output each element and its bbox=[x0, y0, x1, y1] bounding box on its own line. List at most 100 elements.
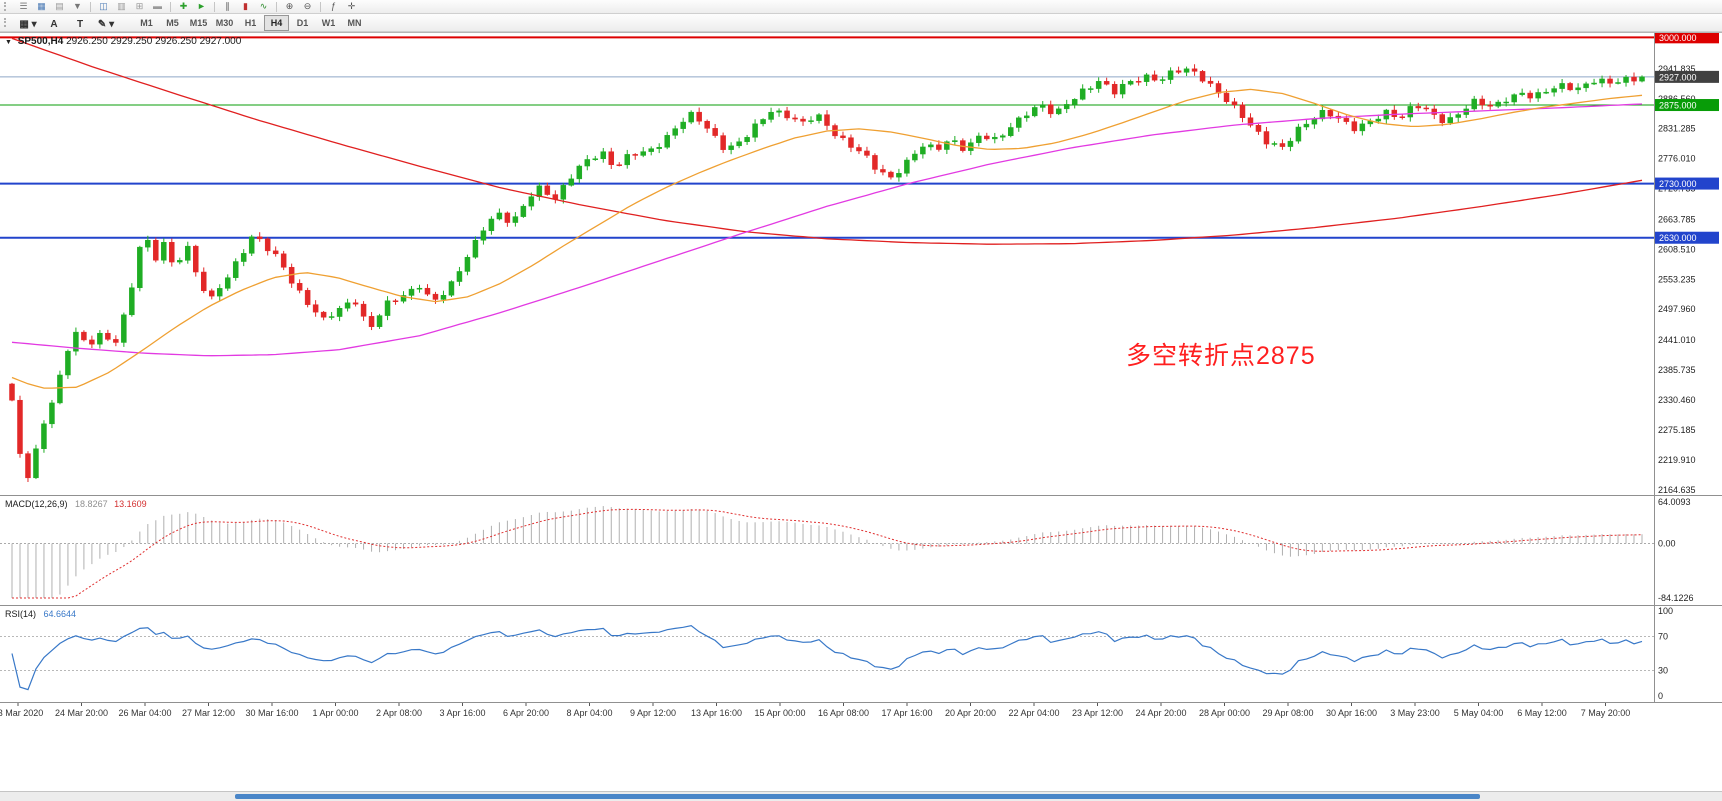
date-axis-label: 5 May 04:00 bbox=[1454, 708, 1504, 718]
price-axis-tick: 2831.285 bbox=[1658, 124, 1696, 134]
data-window-icon[interactable]: ▥ bbox=[117, 1, 126, 11]
date-axis-label: 23 Apr 12:00 bbox=[1072, 708, 1123, 718]
text-tool-button[interactable]: T bbox=[76, 18, 84, 30]
svg-text:2875.000: 2875.000 bbox=[1659, 101, 1697, 111]
price-axis-tick: 2385.735 bbox=[1658, 365, 1696, 375]
line-studies-toolbar: ▦ ▾ A T ✎ ▾ M1 M5 M15 M30 H1 H4 D1 W1 MN bbox=[0, 14, 1722, 32]
ma-long-red bbox=[11, 37, 1643, 245]
date-axis-label: 16 Apr 08:00 bbox=[818, 708, 869, 718]
chart-canvas[interactable]: 2941.8352886.5602831.2852776.0102720.735… bbox=[0, 33, 1722, 720]
price-level-badge: 2927.000 bbox=[1655, 70, 1719, 83]
rsi-name: RSI(14) bbox=[5, 609, 37, 619]
timeframe-m30[interactable]: M30 bbox=[215, 17, 234, 28]
date-axis-label: 24 Mar 20:00 bbox=[55, 708, 108, 718]
indicators-icon[interactable]: ƒ bbox=[330, 1, 336, 11]
toolbar-grip[interactable] bbox=[4, 18, 10, 27]
date-axis-label: 8 Apr 04:00 bbox=[566, 708, 612, 718]
date-axis-label: 29 Apr 08:00 bbox=[1262, 708, 1313, 718]
navigator-icon[interactable]: ⊞ bbox=[135, 1, 144, 11]
price-axis[interactable]: 2941.8352886.5602831.2852776.0102720.735… bbox=[1655, 33, 1719, 495]
price-axis-tick: 2441.010 bbox=[1658, 335, 1696, 345]
candlestick-type-icon[interactable]: ▮ bbox=[243, 1, 248, 11]
price-axis-tick: 2776.010 bbox=[1658, 154, 1696, 164]
arrow-tool-button[interactable]: A bbox=[50, 18, 58, 30]
timeframe-m5[interactable]: M5 bbox=[166, 17, 179, 28]
market-watch-icon[interactable]: ◫ bbox=[99, 1, 108, 11]
svg-text:2730.000: 2730.000 bbox=[1659, 179, 1697, 189]
zoom-out-icon[interactable]: ⊖ bbox=[303, 1, 312, 11]
drawing-tools-group: ▦ ▾ A T ✎ ▾ bbox=[15, 14, 119, 32]
date-axis-label: 28 Apr 00:00 bbox=[1199, 708, 1250, 718]
svg-text:3000.000: 3000.000 bbox=[1659, 33, 1697, 43]
macd-histogram bbox=[11, 506, 1643, 598]
date-axis-label: 6 May 12:00 bbox=[1517, 708, 1567, 718]
date-axis-label: 3 Apr 16:00 bbox=[439, 708, 485, 718]
macd-main-value: 18.8267 bbox=[75, 499, 108, 509]
line-chart-type-icon[interactable]: ∿ bbox=[259, 1, 268, 11]
toolbar-separator bbox=[320, 1, 321, 12]
profiles-icon[interactable]: ▤ bbox=[55, 1, 64, 11]
date-axis-label: 30 Apr 16:00 bbox=[1326, 708, 1377, 718]
price-axis-tick: 2608.510 bbox=[1658, 244, 1696, 254]
chart-dropdown-icon[interactable]: ▼ bbox=[73, 1, 82, 11]
price-axis-tick: 2164.635 bbox=[1658, 485, 1696, 495]
autotrading-icon[interactable]: ► bbox=[197, 1, 206, 11]
ohlc-high: 2929.250 bbox=[110, 36, 153, 47]
date-axis-label: 6 Apr 20:00 bbox=[503, 708, 549, 718]
date-axis[interactable]: 23 Mar 2020 24 Mar 20:00 26 Mar 04:00 27 Ma… bbox=[0, 703, 1630, 718]
date-axis-label: 17 Apr 16:00 bbox=[881, 708, 932, 718]
new-chart-icon[interactable]: ▦ bbox=[37, 1, 46, 11]
chart-title: ▼ SP500,H4 2926.250 2929.250 2926.250 29… bbox=[5, 36, 241, 47]
timeframe-m15[interactable]: M15 bbox=[189, 17, 208, 28]
timeframes-toolbar: M1 M5 M15 M30 H1 H4 D1 W1 MN bbox=[134, 14, 367, 31]
price-axis-tick: 2941.835 bbox=[1658, 64, 1696, 74]
price-axis-tick: 2663.785 bbox=[1658, 214, 1696, 224]
timeframe-w1[interactable]: W1 bbox=[321, 17, 336, 28]
timeframe-d1[interactable]: D1 bbox=[296, 17, 309, 28]
date-axis-label: 3 May 23:00 bbox=[1390, 708, 1440, 718]
macd-name: MACD(12,26,9) bbox=[5, 499, 68, 509]
date-axis-label: 7 May 20:00 bbox=[1581, 708, 1631, 718]
draw-tool-button[interactable]: ✎ ▾ bbox=[97, 18, 115, 30]
date-axis-label: 24 Apr 20:00 bbox=[1135, 708, 1186, 718]
svg-text:2927.000: 2927.000 bbox=[1659, 72, 1697, 82]
price-axis-tick: 2219.910 bbox=[1658, 455, 1696, 465]
chart-text-annotation: 多空转折点2875 bbox=[1126, 342, 1316, 370]
timeframe-mn[interactable]: MN bbox=[347, 17, 362, 28]
toolbar-separator bbox=[214, 1, 215, 12]
zoom-in-icon[interactable]: ⊕ bbox=[285, 1, 294, 11]
price-axis-tick: 2553.235 bbox=[1658, 274, 1696, 284]
price-axis-tick: 2330.460 bbox=[1658, 395, 1696, 405]
macd-axis-tick: 0.00 bbox=[1658, 538, 1676, 548]
timeframe-m1[interactable]: M1 bbox=[140, 17, 153, 28]
rsi-axis-tick: 70 bbox=[1658, 632, 1668, 642]
price-level-badge: 3000.000 bbox=[1655, 33, 1719, 44]
menu-icon[interactable]: ☰ bbox=[19, 1, 28, 11]
price-level-badge: 2630.000 bbox=[1655, 231, 1719, 244]
toolbar-grip[interactable] bbox=[4, 2, 10, 11]
ohlc-low: 2926.250 bbox=[155, 36, 197, 47]
timeframe-h4[interactable]: H4 bbox=[264, 14, 289, 31]
price-axis-tick: 2497.960 bbox=[1658, 304, 1696, 314]
crosshair-icon[interactable]: ✛ bbox=[347, 1, 356, 11]
price-level-badge: 2730.000 bbox=[1655, 177, 1719, 190]
symbol-dropdown-icon[interactable]: ▼ bbox=[5, 39, 12, 46]
ma-mid-magenta bbox=[11, 103, 1643, 357]
symbol-period-label: SP500,H4 bbox=[17, 36, 64, 47]
macd-axis-tick: -84.1226 bbox=[1658, 593, 1694, 603]
scrollbar-thumb[interactable] bbox=[235, 794, 1480, 799]
timeframe-h1[interactable]: H1 bbox=[244, 17, 257, 28]
chart-windows-button[interactable]: ▦ ▾ bbox=[19, 18, 37, 30]
terminal-icon[interactable]: ▬ bbox=[153, 1, 162, 11]
price-axis-tick: 2886.560 bbox=[1658, 94, 1696, 104]
new-order-icon[interactable]: ✚ bbox=[179, 1, 188, 11]
bar-chart-type-icon[interactable]: ∥ bbox=[225, 1, 230, 11]
macd-indicator-label: MACD(12,26,9) 18.8267 13.1609 bbox=[5, 499, 147, 509]
horizontal-scrollbar bbox=[0, 791, 1722, 801]
rsi-line bbox=[11, 625, 1643, 691]
date-axis-label: 26 Mar 04:00 bbox=[118, 708, 171, 718]
date-axis-label: 1 Apr 00:00 bbox=[312, 708, 358, 718]
macd-signal-line bbox=[12, 508, 1643, 599]
date-axis-label: 20 Apr 20:00 bbox=[945, 708, 996, 718]
toolbar-separator bbox=[170, 1, 171, 12]
